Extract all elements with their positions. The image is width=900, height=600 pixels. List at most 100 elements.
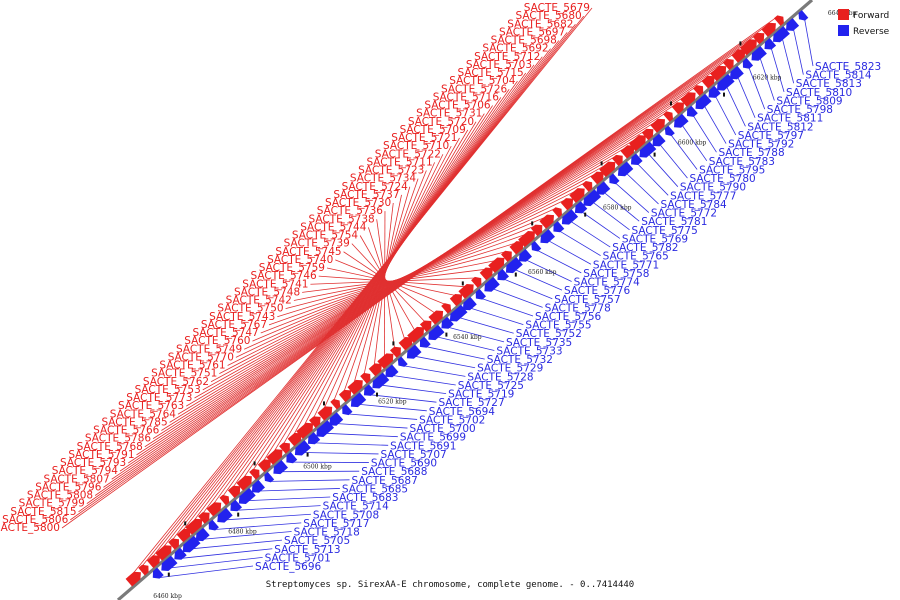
gene-marker <box>376 392 378 397</box>
leader-forward <box>232 89 510 488</box>
gene-label-reverse: SACTE_5784 <box>661 199 728 211</box>
gene-label-forward: SACTE_5808 <box>27 490 93 502</box>
gene-reverse-SACTE_5694 <box>350 392 367 408</box>
gene-label-reverse: SACTE_5719 <box>448 389 514 401</box>
gene-label-reverse: SACTE_5810 <box>786 87 852 99</box>
leader-reverse <box>237 505 321 511</box>
gene-forward-SACTE_5750 <box>501 250 512 262</box>
gene-marker <box>461 281 464 286</box>
gene-label-forward: SACTE_5747 <box>193 327 259 339</box>
legend-forward-swatch <box>838 9 849 20</box>
gene-reverse-SACTE_5823 <box>798 10 809 21</box>
gene-label-reverse: SACTE_5725 <box>458 380 524 392</box>
gene-forward-SACTE_5815 <box>752 32 765 45</box>
gene-label-forward: SACTE_5754 <box>292 230 359 242</box>
gene-marker <box>739 41 742 46</box>
gene-label-reverse: SACTE_5758 <box>583 268 649 280</box>
leader-reverse <box>726 86 746 127</box>
gene-reverse-SACTE_5752 <box>449 304 468 322</box>
gene-forward-SACTE_5704 <box>219 494 230 506</box>
leader-reverse <box>570 221 611 248</box>
gene-forward-SACTE_5768 <box>671 102 684 115</box>
gene-label-reverse: SACTE_5797 <box>738 130 804 142</box>
gene-forward-SACTE_5793 <box>693 85 704 96</box>
leader-reverse <box>637 163 669 196</box>
gene-reverse-SACTE_5756 <box>475 288 486 300</box>
gene-label-reverse: SACTE_5699 <box>400 432 466 444</box>
gene-reverse-SACTE_5798 <box>742 57 754 69</box>
leader-forward <box>252 105 493 471</box>
gene-reverse-SACTE_5725 <box>385 364 399 378</box>
gene-forward-SACTE_5745 <box>428 310 444 325</box>
gene-forward-SACTE_5722 <box>309 416 321 428</box>
gene-label-reverse: SACTE_5783 <box>709 156 775 168</box>
leader-forward <box>326 267 456 296</box>
gene-reverse-SACTE_5699 <box>316 420 334 437</box>
gene-reverse-SACTE_5813 <box>773 26 790 43</box>
gene-label-reverse: SACTE_5691 <box>390 440 456 452</box>
leader-reverse <box>592 202 630 231</box>
gene-reverse-SACTE_5708 <box>217 507 233 523</box>
gene-forward-SACTE_5808 <box>731 49 746 63</box>
gene-reverse-SACTE_5732 <box>419 336 431 348</box>
leader-reverse <box>203 531 292 540</box>
gene-reverse-SACTE_5797 <box>708 85 721 98</box>
gene-marker <box>253 461 256 466</box>
gene-label-reverse: SACTE_5756 <box>535 311 602 323</box>
leader-reverse <box>737 77 756 118</box>
leader-forward <box>242 97 502 479</box>
gene-label-forward: SACTE_5715 <box>458 67 524 79</box>
gene-label-forward: SACTE_5740 <box>267 254 333 266</box>
gene-label-reverse: SACTE_5798 <box>767 104 833 116</box>
gene-forward-SACTE_5680 <box>138 564 149 576</box>
leader-reverse <box>604 192 640 222</box>
gene-label-forward: SACTE_5773 <box>126 392 192 404</box>
gene-label-forward: SACTE_5766 <box>93 425 160 437</box>
gene-label-forward: SACTE_5743 <box>209 311 275 323</box>
leader-reverse <box>404 365 466 377</box>
tick-label: 6580 kbp <box>603 204 632 211</box>
gene-reverse-SACTE_5757 <box>497 268 509 281</box>
gene-reverse-SACTE_5729 <box>406 344 422 359</box>
gene-label-reverse: SACTE_5813 <box>796 78 862 90</box>
gene-label-forward: SACTE_5799 <box>19 498 85 510</box>
leader-reverse <box>770 48 785 92</box>
gene-labels: SACTE_5800SACTE_5806SACTE_5815SACTE_5799… <box>0 2 881 573</box>
leader-reverse <box>470 307 524 326</box>
gene-forward-SACTE_5716 <box>236 475 252 491</box>
gene-label-reverse: SACTE_5775 <box>632 225 698 237</box>
tick-label: 6520 kbp <box>378 399 407 406</box>
leader-reverse <box>782 38 795 84</box>
gene-label-reverse: SACTE_5765 <box>603 251 669 263</box>
leader-reverse <box>437 336 495 351</box>
gene-label-forward: SACTE_5800 <box>0 522 60 534</box>
gene-marker <box>306 452 309 457</box>
gene-label-forward: SACTE_5767 <box>201 319 267 331</box>
legend: Forward Reverse <box>838 9 890 37</box>
gene-label-forward: SACTE_5742 <box>226 295 292 307</box>
gene-label-reverse: SACTE_5694 <box>429 406 496 418</box>
leader-forward <box>283 129 469 444</box>
gene-reverse-SACTE_5688 <box>273 460 288 475</box>
leader-reverse <box>359 404 427 412</box>
gene-label-forward: SACTE_5785 <box>101 416 167 428</box>
gene-label-reverse: SACTE_5700 <box>409 423 475 435</box>
leader-forward <box>222 80 518 497</box>
gene-label-forward: SACTE_5706 <box>424 100 491 112</box>
leader-reverse <box>326 432 398 438</box>
gene-label-forward: SACTE_5770 <box>168 351 234 363</box>
gene-forward-SACTE_5741 <box>471 276 482 288</box>
tick-label: 6500 kbp <box>303 464 332 471</box>
gene-forward-SACTE_5738 <box>390 346 401 358</box>
gene-label-reverse: SACTE_5788 <box>718 147 784 159</box>
leader-reverse <box>314 442 389 446</box>
gene-reverse-SACTE_5690 <box>286 452 298 464</box>
gene-label-forward: SACTE_5761 <box>159 360 225 372</box>
gene-forward-SACTE_5743 <box>509 241 524 255</box>
leader-forward <box>318 275 466 288</box>
tick-label: 6540 kbp <box>453 334 482 341</box>
gene-label-forward: SACTE_5744 <box>300 221 367 233</box>
gene-marker <box>600 161 603 166</box>
gene-forward-SACTE_5679 <box>125 571 141 587</box>
